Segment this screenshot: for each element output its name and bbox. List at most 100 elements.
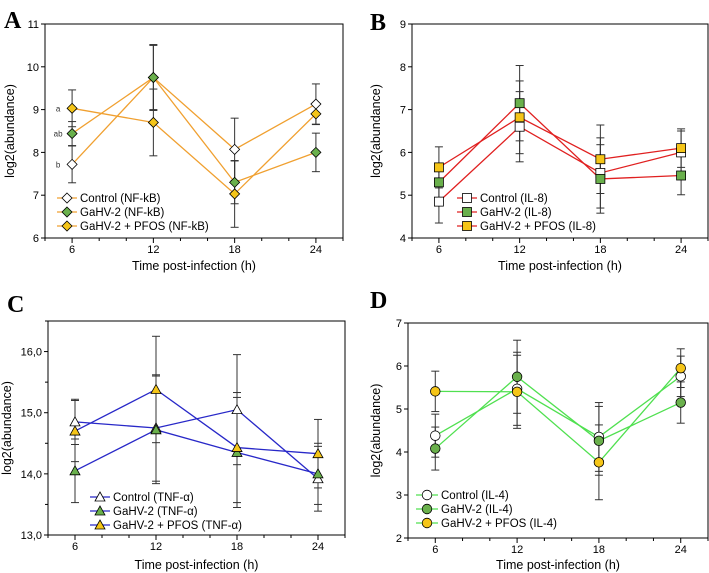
y-tick-label: 8 [33,147,39,159]
panel-label: D [370,288,387,314]
y-tick-label: 6 [400,147,406,159]
data-point-square [462,207,472,217]
data-point-triangle [150,424,162,435]
data-point-square [434,196,444,207]
legend-label: Control (NF-kB) [80,193,161,205]
data-point-circle [511,371,523,382]
data-point-square [514,121,525,132]
data-point-square [514,98,525,109]
legend-label: GaHV-2 (NF-kB) [80,207,165,219]
legend-label: GaHV-2 + PFOS (NF-kB) [80,221,209,233]
x-tick-label: 18 [231,541,243,553]
y-tick-label: 11 [28,19,39,31]
y-tick-label: 5 [396,404,402,416]
x-axis-title: Time post-infection (h) [132,259,256,273]
data-point-triangle [150,383,162,394]
legend-label: Control (IL-8) [480,193,548,205]
y-axis-title: log2(abundance) [369,384,383,478]
legend: Control (TNF-α) GaHV-2 (TNF-α) GaHV-2 + PF… [90,491,242,532]
x-tick-label: 12 [147,244,159,256]
x-tick-label: 6 [436,244,442,256]
legend: Control (NF-kB) GaHV-2 (NF-kB) GaHV-2 + PF… [57,192,209,233]
legend: Control (IL-8) GaHV-2 (IL-8) GaHV-2 + PFOS… [457,193,596,233]
legend-label: GaHV-2 + PFOS (IL-4) [441,518,557,530]
data-point-circle [430,443,441,454]
data-point-circle [511,386,523,398]
data-point-square [595,174,606,184]
y-tick-label: 8 [400,62,406,74]
significance-letter: b [56,160,61,169]
legend-label: GaHV-2 (IL-4) [441,504,513,516]
panel-d: D 2 3 4 5 6 7 6 12 18 24 Time post-infection (h) log… [369,288,709,572]
data-point-triangle [94,491,106,502]
data-point-diamond [310,108,322,120]
data-point-diamond [147,71,159,84]
data-point-triangle [69,425,81,436]
x-tick-label: 12 [150,541,162,553]
data-point-triangle [94,505,106,516]
data-point-square [676,170,686,181]
series-line [74,408,319,480]
panel-c: C 13,0 14,0 15,0 16,0 6 12 18 24 Time post-infect… [0,292,346,572]
data-point-square [434,177,444,188]
series-line [438,102,682,183]
series-line [74,388,319,455]
y-tick-label: 10 [27,62,39,74]
x-axis-title: Time post-infection (h) [135,558,259,572]
x-tick-label: 6 [69,244,75,256]
data-point-diamond [229,176,241,188]
series-line [71,76,317,165]
x-tick-label: 24 [675,244,687,256]
y-axis-title: log2(abundance) [369,84,383,178]
data-point-circle [593,435,605,447]
y-axis-title: log2(abundance) [3,84,17,178]
data-point-diamond [310,98,322,110]
panel-label: A [4,8,22,34]
legend-label: GaHV-2 (IL-8) [480,207,552,219]
data-point-triangle [69,416,81,427]
y-tick-label: 9 [33,105,39,117]
data-point-diamond [66,128,78,140]
data-point-square [595,154,606,165]
significance-letter: ab [54,130,63,139]
data-point-diamond [229,143,241,155]
data-point-triangle [231,441,243,452]
x-tick-label: 12 [514,244,526,256]
series-line [434,375,682,450]
y-tick-label: 7 [400,105,406,117]
legend-label: GaHV-2 + PFOS (IL-8) [480,221,596,233]
x-tick-label: 6 [432,544,438,556]
data-point-square [514,112,525,123]
data-point-square [434,162,444,173]
data-point-triangle [231,403,243,415]
x-axis-title: Time post-infection (h) [496,558,620,572]
plot-frame [411,23,709,239]
panel-label: B [370,10,386,36]
data-point-triangle [94,519,106,530]
x-tick-label: 6 [72,541,78,553]
data-point-circle [421,517,433,529]
x-axis-title: Time post-infection (h) [498,259,622,273]
y-tick-label: 15,0 [21,408,42,420]
legend-label: Control (TNF-α) [113,492,194,504]
panel-label: C [7,292,24,318]
x-tick-label: 18 [229,244,241,256]
legend-label: GaHV-2 + PFOS (TNF-α) [113,520,242,532]
y-tick-label: 5 [400,190,406,202]
y-tick-label: 6 [396,361,402,373]
data-point-circle [675,362,686,374]
series-line [71,107,317,195]
x-tick-label: 12 [511,544,523,556]
significance-letter: a [56,104,61,113]
x-tick-label: 24 [310,244,322,256]
y-tick-label: 13,0 [21,530,42,542]
panel-a: A 6 7 8 9 10 11 6 12 18 24 Time post-infection (h) l… [3,8,344,273]
series-line [438,125,682,203]
plot-frame [407,322,709,539]
y-tick-label: 2 [396,533,402,545]
legend-label: Control (IL-4) [441,490,509,502]
y-tick-label: 16,0 [21,347,42,359]
data-point-diamond [229,188,241,200]
x-tick-label: 24 [312,541,324,553]
